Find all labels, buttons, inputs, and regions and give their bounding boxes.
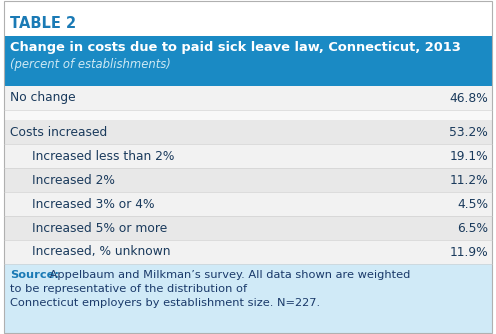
Text: 4.5%: 4.5%: [457, 197, 488, 210]
Text: Appelbaum and Milkman’s survey. All data shown are weighted: Appelbaum and Milkman’s survey. All data…: [46, 270, 410, 280]
Text: Increased less than 2%: Increased less than 2%: [32, 150, 175, 163]
Bar: [4, 110, 492, 120]
Bar: [4, 240, 492, 264]
Text: 53.2%: 53.2%: [449, 126, 488, 139]
Text: (percent of establishments): (percent of establishments): [10, 58, 171, 71]
Text: Source:: Source:: [10, 270, 59, 280]
Bar: [4, 86, 492, 110]
Text: 19.1%: 19.1%: [449, 150, 488, 163]
Bar: [4, 216, 492, 240]
Text: Increased, % unknown: Increased, % unknown: [32, 245, 171, 259]
Text: Change in costs due to paid sick leave law, Connecticut, 2013: Change in costs due to paid sick leave l…: [10, 41, 461, 54]
Text: No change: No change: [10, 92, 75, 105]
Text: 11.9%: 11.9%: [449, 245, 488, 259]
Bar: [4, 264, 492, 334]
Text: Costs increased: Costs increased: [10, 126, 107, 139]
Text: Increased 5% or more: Increased 5% or more: [32, 221, 167, 234]
Text: 46.8%: 46.8%: [449, 92, 488, 105]
Text: 6.5%: 6.5%: [457, 221, 488, 234]
Text: Increased 2%: Increased 2%: [32, 173, 115, 186]
Bar: [4, 168, 492, 192]
Text: 11.2%: 11.2%: [449, 173, 488, 186]
Bar: [4, 144, 492, 168]
Bar: [4, 36, 492, 86]
Text: to be representative of the distribution of: to be representative of the distribution…: [10, 284, 247, 294]
Bar: [4, 120, 492, 144]
Bar: [4, 192, 492, 216]
Text: Connecticut employers by establishment size. N=227.: Connecticut employers by establishment s…: [10, 298, 320, 308]
Text: Increased 3% or 4%: Increased 3% or 4%: [32, 197, 154, 210]
Text: TABLE 2: TABLE 2: [10, 16, 76, 31]
